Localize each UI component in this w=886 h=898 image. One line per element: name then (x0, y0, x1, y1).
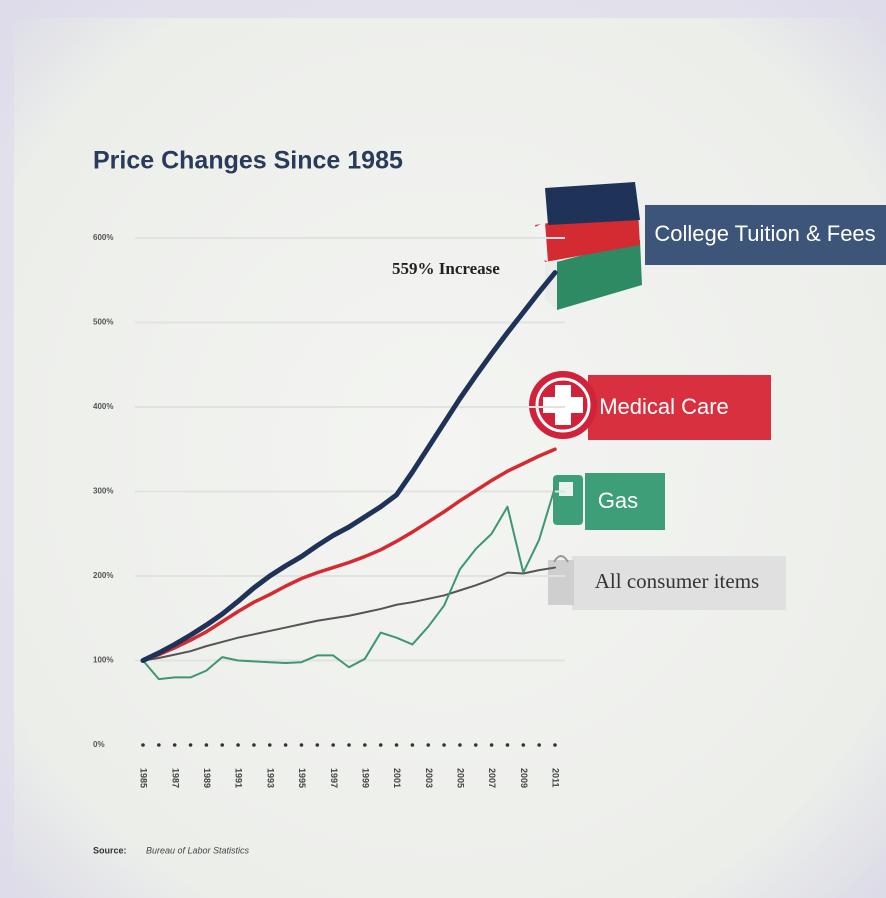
x-tick-label: 2003 (424, 768, 434, 788)
left-border (0, 0, 14, 898)
medical-icon (529, 371, 597, 439)
series-label: Gas (598, 488, 638, 513)
x-tick-dot (426, 743, 430, 747)
x-tick-dot (252, 743, 256, 747)
x-tick-dot (316, 743, 320, 747)
y-tick-label: 200% (93, 571, 113, 580)
x-tick-dot (490, 743, 494, 747)
x-tick-dot (236, 743, 240, 747)
x-tick-dot (411, 743, 415, 747)
x-tick-label: 1995 (297, 768, 307, 788)
x-tick-dot (458, 743, 462, 747)
x-tick-dot (268, 743, 272, 747)
x-tick-dot (300, 743, 304, 747)
x-tick-dot (474, 743, 478, 747)
y-tick-label: 300% (93, 487, 113, 496)
x-tick-dot (157, 743, 161, 747)
series-label: All consumer items (595, 569, 759, 593)
x-tick-label: 2011 (551, 768, 561, 788)
y-tick-label: 0% (93, 740, 105, 749)
source-text: Bureau of Labor Statistics (146, 845, 250, 855)
x-tick-label: 2001 (392, 768, 402, 788)
x-tick-dot (379, 743, 383, 747)
x-tick-label: 2005 (456, 768, 466, 788)
y-tick-label: 100% (93, 656, 113, 665)
chart: Price Changes Since 1985 559% Increase S… (0, 0, 886, 898)
x-tick-dot (347, 743, 351, 747)
x-tick-dot (331, 743, 335, 747)
x-tick-dot (205, 743, 209, 747)
x-tick-dot (522, 743, 526, 747)
x-tick-dot (442, 743, 446, 747)
y-tick-label: 500% (93, 318, 113, 327)
x-tick-label: 1993 (265, 768, 275, 788)
x-tick-dot (553, 743, 557, 747)
chart-title: Price Changes Since 1985 (93, 147, 403, 175)
background (0, 0, 886, 898)
x-tick-dot (141, 743, 145, 747)
x-tick-label: 1987 (170, 768, 180, 788)
x-tick-label: 1985 (139, 768, 149, 788)
x-tick-dot (173, 743, 177, 747)
bag-icon (548, 556, 574, 605)
x-tick-dot (220, 743, 224, 747)
x-tick-dot (537, 743, 541, 747)
y-tick-label: 400% (93, 402, 113, 411)
top-border (0, 0, 886, 18)
x-tick-dot (363, 743, 367, 747)
series-label: Medical Care (599, 394, 729, 419)
x-tick-dot (284, 743, 288, 747)
x-tick-label: 1989 (202, 768, 212, 788)
annotation: 559% Increase (392, 259, 500, 278)
source-label: Source: (93, 845, 127, 855)
series-label: College Tuition & Fees (654, 221, 875, 246)
x-tick-dot (189, 743, 193, 747)
x-tick-label: 1997 (329, 768, 339, 788)
x-tick-label: 2007 (487, 768, 497, 788)
x-tick-label: 2009 (519, 768, 529, 788)
y-tick-label: 600% (93, 233, 113, 242)
gas-icon (553, 475, 583, 525)
x-tick-label: 1991 (234, 768, 244, 788)
x-tick-label: 1999 (360, 768, 370, 788)
x-tick-dot (506, 743, 510, 747)
x-tick-dot (395, 743, 399, 747)
